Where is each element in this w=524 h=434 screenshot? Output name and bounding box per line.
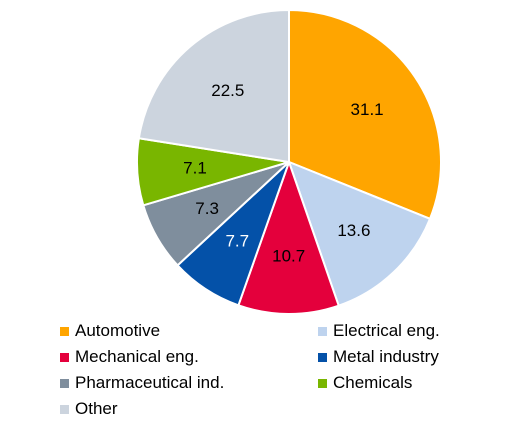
legend-swatch [318, 326, 327, 336]
data-label-pharmaceutical-ind: 7.3 [195, 199, 219, 218]
data-label-electrical-eng: 13.6 [337, 221, 370, 240]
data-label-mechanical-eng: 10.7 [272, 247, 305, 266]
pie-chart: 31.1 13.6 10.7 7.7 7.3 7.1 22.5 [136, 9, 442, 315]
legend-label: Chemicals [333, 373, 413, 392]
legend-item-chemicals: Chemicals [318, 370, 412, 396]
chart-legend: Automotive Electrical eng. Mechanical eng.… [60, 318, 500, 430]
legend-label: Other [75, 399, 118, 418]
legend-swatch [60, 378, 69, 388]
data-label-metal-industry: 7.7 [225, 231, 249, 250]
legend-item-metal-industry: Metal industry [318, 344, 439, 370]
pie-slice-other [137, 9, 290, 163]
legend-item-mechanical-eng: Mechanical eng. [60, 344, 199, 370]
pie-slice-electrical-eng [288, 161, 431, 307]
legend-label: Electrical eng. [333, 321, 440, 340]
data-label-chemicals: 7.1 [183, 159, 207, 178]
legend-swatch [60, 352, 69, 362]
legend-label: Pharmaceutical ind. [75, 373, 225, 392]
legend-label: Metal industry [333, 347, 439, 366]
legend-label: Automotive [75, 321, 161, 340]
legend-item-automotive: Automotive [60, 318, 160, 344]
legend-swatch [60, 404, 69, 414]
legend-swatch [318, 378, 327, 388]
pie-slice-automotive [288, 9, 442, 220]
legend-item-pharmaceutical-ind: Pharmaceutical ind. [60, 370, 224, 396]
legend-item-other: Other [60, 396, 118, 422]
legend-label: Mechanical eng. [75, 347, 199, 366]
legend-swatch [318, 352, 327, 362]
data-label-automotive: 31.1 [351, 100, 384, 119]
legend-swatch [60, 326, 69, 336]
pie-slice-mechanical-eng [237, 161, 340, 315]
legend-item-electrical-eng: Electrical eng. [318, 318, 440, 344]
data-label-other: 22.5 [211, 81, 244, 100]
